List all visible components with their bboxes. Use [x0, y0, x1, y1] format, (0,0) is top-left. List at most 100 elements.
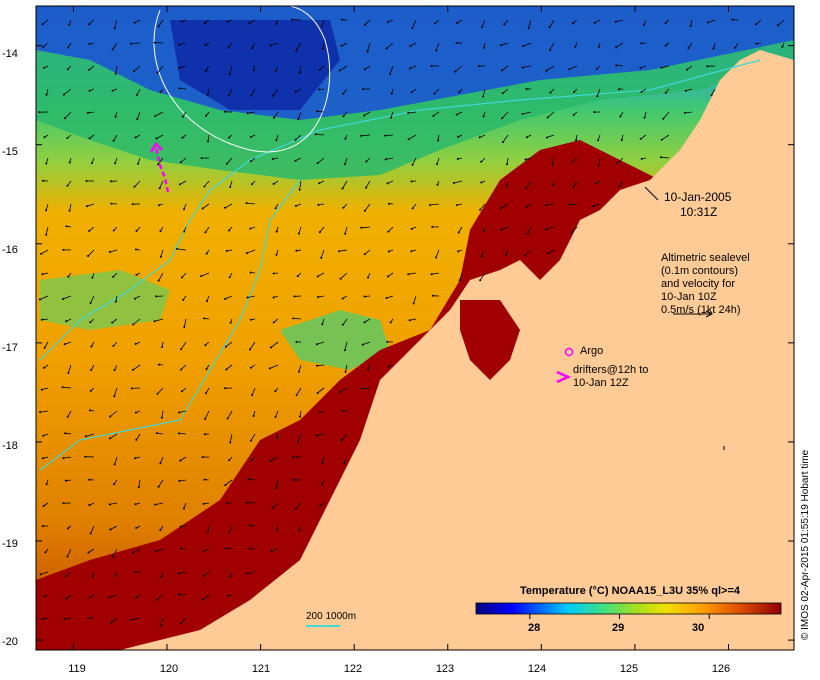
- velocity-vector-head: [88, 478, 91, 481]
- velocity-vector: [181, 272, 187, 278]
- velocity-vector-head: [45, 162, 48, 165]
- lat-tick-label: -14: [2, 48, 18, 60]
- velocity-vector-head: [506, 163, 508, 166]
- velocity-vector-head: [89, 409, 91, 412]
- velocity-vector-head: [710, 94, 713, 97]
- velocity-vector-head: [112, 344, 115, 347]
- velocity-vector-head: [130, 42, 133, 45]
- velocity-vector-head: [291, 18, 294, 21]
- velocity-vector-head: [134, 571, 137, 574]
- drifter-marker: [556, 370, 572, 384]
- velocity-vector-head: [526, 233, 529, 236]
- velocity-vector: [43, 42, 49, 48]
- velocity-vector-head: [360, 134, 363, 137]
- velocity-vector-head: [44, 551, 47, 554]
- velocity-vector: [454, 65, 463, 72]
- velocity-vector-head: [157, 25, 160, 28]
- velocity-vector-head: [316, 392, 319, 394]
- velocity-vector-head: [500, 207, 503, 210]
- velocity-vector: [111, 318, 118, 323]
- velocity-vector: [229, 180, 233, 188]
- velocity-vector-head: [664, 44, 667, 47]
- velocity-vector-head: [107, 596, 110, 599]
- velocity-vector-head: [664, 21, 667, 24]
- drifters-label-line: drifters@12h to: [573, 364, 649, 376]
- velocity-vector-head: [87, 111, 89, 114]
- velocity-vector-head: [389, 321, 392, 324]
- velocity-vector-head: [686, 68, 688, 71]
- velocity-vector-head: [342, 206, 345, 209]
- velocity-vector: [132, 318, 141, 325]
- velocity-vector: [88, 548, 95, 553]
- velocity-vector-head: [134, 297, 136, 300]
- velocity-vector-head: [410, 250, 413, 253]
- velocity-vector-head: [364, 23, 367, 26]
- velocity-vector-head: [318, 182, 321, 185]
- velocity-vector-head: [153, 41, 156, 44]
- velocity-vector-head: [432, 114, 435, 117]
- velocity-vector-head: [527, 27, 530, 30]
- velocity-vector-head: [597, 45, 600, 48]
- drifters-label-line: 10-Jan 12Z: [573, 377, 629, 389]
- velocity-vector-head: [294, 159, 297, 162]
- velocity-vector: [112, 42, 118, 50]
- velocity-vector-head: [87, 551, 90, 554]
- velocity-vector: [298, 364, 302, 372]
- velocity-vector-head: [112, 229, 115, 232]
- lon-tick-label: 122: [343, 663, 363, 675]
- velocity-vector: [546, 203, 555, 206]
- argo-label: Argo: [580, 345, 604, 357]
- velocity-vector-head: [65, 225, 68, 228]
- lat-tick-label: -15: [2, 146, 18, 158]
- velocity-vector-head: [435, 49, 438, 52]
- velocity-vector: [178, 571, 187, 574]
- velocity-vector-head: [551, 163, 554, 166]
- velocity-vector-head: [297, 118, 300, 120]
- velocity-vector: [227, 410, 233, 419]
- velocity-vector-head: [225, 345, 227, 348]
- velocity-vector-head: [225, 368, 228, 371]
- velocity-vector: [63, 456, 72, 459]
- velocity-vector-head: [455, 113, 458, 116]
- velocity-vector: [408, 134, 417, 140]
- velocity-vector: [342, 318, 348, 326]
- velocity-vector-head: [179, 161, 182, 164]
- velocity-vector: [299, 180, 302, 190]
- velocity-vector-head: [130, 618, 133, 621]
- velocity-vector: [364, 19, 371, 25]
- velocity-vector-head: [202, 502, 205, 505]
- velocity-vector-head: [411, 163, 414, 166]
- velocity-vector-head: [503, 23, 506, 26]
- velocity-vector-head: [316, 275, 319, 278]
- velocity-vector-head: [88, 596, 91, 599]
- velocity-vector-head: [63, 343, 66, 346]
- velocity-vector: [203, 571, 210, 577]
- velocity-vector-head: [339, 277, 342, 280]
- velocity-vector-head: [385, 47, 388, 50]
- velocity-vector: [481, 249, 486, 257]
- velocity-vector-head: [429, 204, 432, 206]
- velocity-vector-head: [109, 437, 112, 440]
- velocity-vector: [295, 502, 302, 510]
- velocity-vector: [615, 19, 624, 22]
- velocity-vector: [108, 594, 118, 598]
- velocity-vector: [408, 272, 417, 275]
- velocity-vector-head: [89, 532, 92, 535]
- velocity-vector: [410, 42, 417, 47]
- velocity-vector: [247, 111, 256, 114]
- velocity-vector: [178, 42, 187, 46]
- velocity-vector-head: [270, 346, 272, 349]
- velocity-vector-head: [365, 160, 368, 163]
- velocity-vector-head: [134, 457, 137, 460]
- velocity-vector-head: [41, 23, 44, 26]
- velocity-vector: [364, 249, 371, 255]
- altimetry-note-line: 10-Jan 10Z: [661, 291, 717, 303]
- velocity-vector: [453, 180, 463, 184]
- velocity-vector: [275, 410, 279, 418]
- velocity-vector-head: [228, 531, 231, 534]
- velocity-vector-head: [179, 525, 182, 528]
- velocity-vector-head: [41, 618, 44, 621]
- velocity-vector: [500, 42, 509, 46]
- velocity-vector: [412, 157, 417, 165]
- velocity-vector-head: [575, 139, 578, 142]
